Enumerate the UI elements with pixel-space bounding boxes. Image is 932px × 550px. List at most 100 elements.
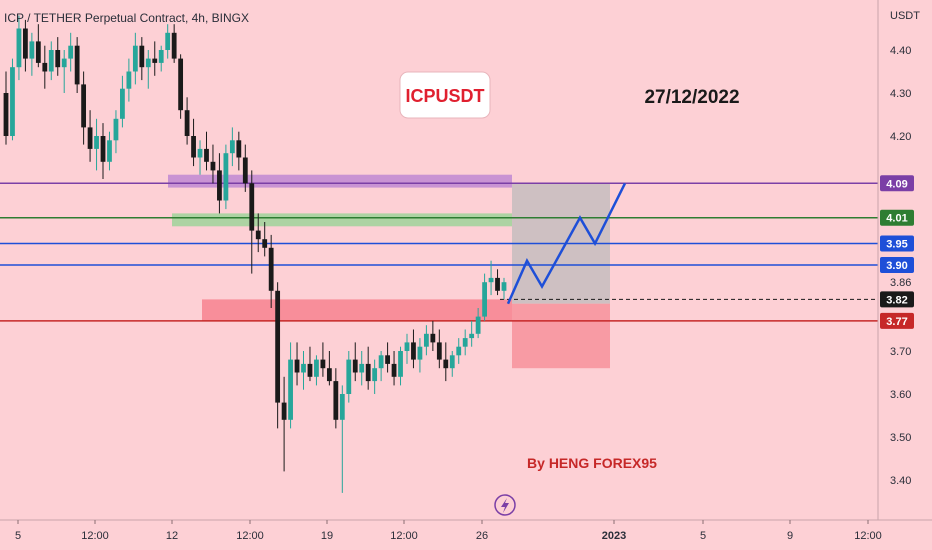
candle bbox=[113, 110, 119, 154]
candle bbox=[152, 41, 158, 76]
candle-body bbox=[223, 153, 229, 201]
zones-layer bbox=[168, 174, 610, 369]
candle bbox=[236, 131, 242, 171]
symbol-label[interactable]: ICP / TETHER Perpetual Contract, 4h, BIN… bbox=[4, 11, 249, 25]
candle bbox=[411, 329, 416, 369]
candle-body bbox=[391, 363, 397, 377]
candle-body bbox=[482, 282, 487, 317]
price-badge-bg bbox=[880, 209, 914, 226]
candle-body bbox=[197, 148, 203, 158]
candle-body bbox=[262, 239, 268, 248]
x-tick-label: 2023 bbox=[602, 530, 626, 542]
candle bbox=[430, 320, 436, 351]
lightning-icon[interactable] bbox=[494, 494, 516, 516]
candle bbox=[74, 37, 80, 93]
price-badge-bg bbox=[880, 235, 914, 252]
price-badge-text: 3.90 bbox=[886, 260, 907, 272]
x-tick-label: 9 bbox=[787, 530, 793, 542]
price-badge-text: 4.09 bbox=[886, 178, 907, 190]
y-tick-label: 3.50 bbox=[890, 432, 911, 444]
candle bbox=[223, 144, 229, 210]
candle-body bbox=[475, 316, 481, 334]
candle bbox=[107, 131, 112, 171]
candle-body bbox=[81, 84, 87, 128]
candle-body bbox=[23, 28, 28, 59]
title-box bbox=[399, 71, 491, 119]
candle-body bbox=[184, 110, 190, 136]
candle-body bbox=[359, 363, 365, 373]
candle-body bbox=[165, 32, 171, 50]
candle-body bbox=[398, 351, 403, 377]
candle-body bbox=[423, 333, 429, 347]
candle bbox=[126, 58, 132, 102]
candle bbox=[352, 342, 358, 382]
candle bbox=[482, 273, 487, 321]
candle bbox=[268, 234, 274, 308]
candle-body bbox=[217, 170, 222, 201]
title-box-text: ICPUSDT bbox=[405, 86, 484, 106]
candle-body bbox=[417, 346, 423, 360]
candle-body bbox=[87, 127, 93, 149]
candle bbox=[391, 351, 397, 386]
candle bbox=[346, 351, 352, 403]
candle bbox=[372, 359, 378, 394]
candle-body bbox=[42, 62, 48, 72]
candle-body bbox=[61, 58, 67, 68]
candle-body bbox=[48, 50, 54, 72]
candle bbox=[495, 269, 500, 296]
projection-path[interactable] bbox=[506, 182, 627, 305]
candle-body bbox=[229, 140, 235, 154]
candle bbox=[436, 329, 442, 369]
price-badge-3.77: 3.77 bbox=[880, 312, 914, 329]
candle bbox=[301, 351, 306, 390]
candle-body bbox=[443, 359, 449, 369]
x-tick-label: 5 bbox=[15, 530, 21, 542]
candle bbox=[61, 50, 67, 93]
candle bbox=[275, 282, 281, 429]
demand-zone-red[interactable] bbox=[202, 299, 512, 321]
candle bbox=[42, 45, 48, 89]
candle-body bbox=[255, 230, 261, 240]
y-tick-layer: 4.40 4.30 4.20 3.70 3.60 3.50 3.40 3.86 bbox=[890, 45, 911, 487]
candle bbox=[229, 127, 235, 167]
current-price-label: 3.86 bbox=[890, 277, 911, 289]
candle-body bbox=[488, 277, 494, 283]
candle bbox=[204, 131, 209, 171]
price-badge-4.01: 4.01 bbox=[880, 209, 914, 226]
candle-body bbox=[10, 67, 15, 136]
candles-layer[interactable] bbox=[3, 15, 507, 493]
candle bbox=[417, 338, 423, 373]
candle-body bbox=[495, 277, 500, 291]
price-badge-3.82: 3.82 bbox=[880, 291, 914, 308]
time-axis[interactable] bbox=[0, 520, 932, 550]
candle-body bbox=[411, 342, 416, 360]
candle bbox=[378, 351, 384, 382]
candle-body bbox=[100, 136, 106, 162]
candle-body bbox=[326, 368, 332, 382]
candle bbox=[191, 118, 196, 167]
candle bbox=[165, 24, 171, 59]
candle bbox=[262, 222, 268, 257]
candle-body bbox=[191, 136, 196, 158]
candle bbox=[197, 140, 203, 175]
position-stop-zone[interactable] bbox=[512, 303, 610, 369]
candle-body bbox=[249, 183, 255, 231]
candle bbox=[132, 32, 138, 85]
candle bbox=[443, 342, 449, 382]
candle-body bbox=[365, 363, 371, 382]
candle bbox=[339, 385, 345, 493]
candle-body bbox=[501, 282, 507, 291]
y-tick-label: 4.20 bbox=[890, 131, 911, 143]
candle bbox=[456, 338, 462, 364]
candle-body bbox=[158, 50, 164, 63]
candle bbox=[326, 351, 332, 386]
candle-body bbox=[120, 88, 125, 119]
x-tick-label: 26 bbox=[476, 530, 488, 542]
candle-body bbox=[178, 58, 184, 111]
candle-body bbox=[301, 363, 306, 373]
supply-zone-green[interactable] bbox=[172, 213, 512, 227]
candle bbox=[145, 50, 151, 89]
candle bbox=[249, 170, 255, 274]
lightning-bolt-icon bbox=[501, 498, 509, 513]
candle bbox=[178, 54, 184, 119]
